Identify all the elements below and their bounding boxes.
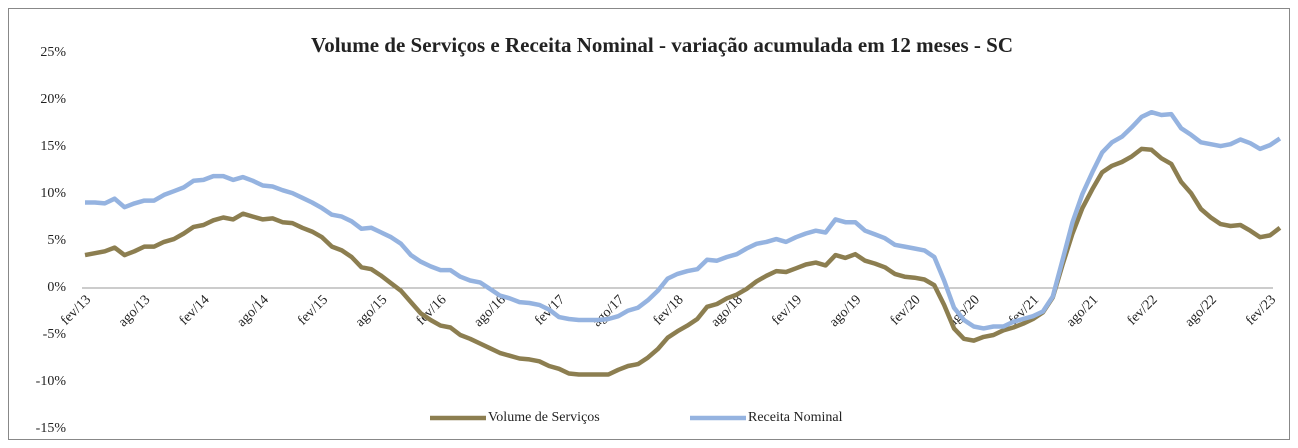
y-tick-label: 5% [47, 233, 66, 248]
y-tick-label: -5% [43, 327, 67, 342]
y-tick-label: -10% [36, 374, 67, 389]
series-line [84, 146, 1282, 377]
y-tick-label: 20% [40, 92, 66, 107]
y-tick-label: 25% [40, 45, 66, 60]
legend-label: Receita Nominal [748, 410, 843, 425]
series-line [85, 109, 1282, 331]
y-tick-label: -15% [36, 421, 67, 436]
legend-label: Volume de Serviços [488, 410, 600, 425]
y-tick-label: 15% [40, 139, 66, 154]
y-tick-label: 0% [47, 280, 66, 295]
chart-title: Volume de Serviços e Receita Nominal - v… [311, 33, 1013, 57]
y-tick-label: 10% [40, 186, 66, 201]
